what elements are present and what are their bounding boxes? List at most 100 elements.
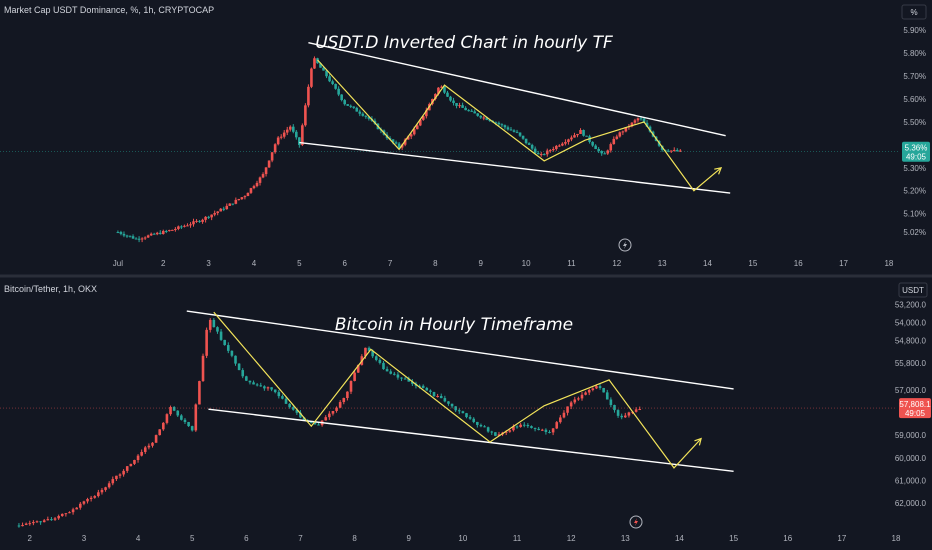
x-tick-label: 8 — [352, 534, 357, 543]
candle-body — [310, 68, 313, 87]
candle-body — [334, 83, 337, 89]
candle-body — [276, 137, 280, 145]
candle-body — [226, 345, 230, 351]
x-tick-label: 12 — [612, 259, 621, 268]
candle-body — [277, 392, 281, 397]
pane-label[interactable]: Bitcoin/Tether, 1h, OKX — [4, 284, 97, 294]
candle-body — [133, 460, 136, 464]
candle-body — [234, 199, 238, 204]
unit-badge[interactable]: % — [901, 4, 927, 20]
candle-body — [322, 67, 325, 71]
candle-body — [319, 63, 322, 68]
candle-body — [454, 406, 457, 411]
candle-body — [149, 233, 153, 236]
candle-body — [261, 174, 265, 178]
candle-body — [394, 142, 398, 144]
candle-body — [204, 216, 207, 220]
candle-body — [301, 125, 304, 145]
candle-body — [580, 394, 584, 399]
candle-body — [93, 496, 97, 498]
candle-body — [288, 403, 291, 408]
candle-body — [137, 238, 141, 240]
unit-badge[interactable]: USDT — [898, 282, 928, 298]
time-axis[interactable]: Jul 2 3 4 5 6 7 8 9 10 11 12 13 14 15 16 17 18 — [113, 259, 894, 268]
candle-body — [521, 135, 525, 139]
unit-badge-text: % — [910, 8, 917, 17]
price-axis[interactable]: 62,000.0 61,000.0 60,000.0 59,000.0 57,000.0… — [895, 300, 927, 508]
price-axis[interactable]: 5.02% 5.10% 5.20% 5.30% 5.50% 5.60% 5.70% 5.80%… — [903, 26, 926, 237]
candle-body — [346, 104, 350, 106]
candle-body — [591, 141, 594, 146]
candle-body — [522, 424, 526, 426]
candle-body — [225, 205, 229, 210]
candle-body — [328, 76, 331, 82]
candle-body — [537, 428, 540, 430]
usdt-dominance-pane[interactable]: Market Cap USDT Dominance, %, 1h, CRYPTO… — [0, 4, 930, 268]
y-tick-label: 61,000.0 — [895, 476, 927, 485]
pane-label[interactable]: Market Cap USDT Dominance, %, 1h, CRYPTO… — [4, 5, 214, 15]
candle-body — [325, 70, 328, 77]
candle-body — [219, 331, 223, 340]
candle-body — [540, 429, 544, 431]
candle-body — [679, 150, 682, 152]
candle-body — [50, 519, 53, 521]
candle-body — [288, 126, 292, 130]
candle-body — [418, 385, 421, 387]
bitcoin-pane[interactable]: Bitcoin/Tether, 1h, OKX Bitcoin in Hourl… — [0, 282, 931, 543]
y-tick-label: 54,800.0 — [895, 336, 927, 345]
candle-body — [230, 350, 234, 356]
candle-body — [548, 150, 552, 152]
candle-body — [675, 149, 679, 152]
candle-body — [75, 507, 78, 510]
y-tick-label: 5.30% — [903, 164, 926, 173]
y-tick-label: 5.10% — [903, 210, 926, 219]
candle-body — [385, 369, 389, 372]
candle-body — [530, 144, 534, 149]
candle-body — [249, 188, 253, 193]
candle-body — [473, 111, 477, 114]
lightning-icon[interactable] — [618, 238, 632, 252]
candle-body — [403, 139, 407, 145]
candle-body — [252, 186, 256, 189]
candle-body — [411, 381, 414, 384]
candle-body — [605, 392, 609, 400]
candle-body — [457, 410, 461, 412]
candle-body — [564, 141, 567, 144]
candle-body — [228, 203, 232, 206]
lightning-icon[interactable] — [629, 515, 643, 529]
x-tick-label: 11 — [513, 534, 522, 543]
x-tick-label: 17 — [837, 534, 846, 543]
candle-body — [122, 470, 125, 475]
candle-body — [421, 116, 425, 120]
x-tick-label: 2 — [28, 534, 33, 543]
candle-body — [624, 127, 628, 132]
candle-body — [28, 523, 32, 525]
candle-body — [595, 386, 598, 389]
candle-body — [539, 154, 543, 156]
candle-body — [234, 355, 237, 364]
candle-body — [263, 386, 266, 389]
x-tick-label: 9 — [407, 534, 412, 543]
annotations — [299, 41, 731, 194]
candle-body — [125, 466, 129, 471]
candle-body — [162, 422, 165, 430]
y-tick-label: 53,200.0 — [895, 300, 927, 309]
candle-body — [584, 392, 587, 395]
candle-body — [140, 238, 144, 240]
candle-body — [122, 233, 126, 236]
candle-body — [172, 407, 176, 411]
channel-upper-line — [208, 408, 734, 473]
candle-body — [587, 390, 591, 393]
x-tick-label: 15 — [729, 534, 738, 543]
candle-body — [183, 225, 186, 227]
y-tick-label: 5.60% — [903, 95, 926, 104]
y-tick-label: 57,000.0 — [895, 386, 927, 395]
candle-body — [669, 150, 673, 152]
candle-body — [68, 512, 71, 514]
candle-body — [415, 125, 419, 130]
candle-body — [382, 362, 385, 370]
time-axis[interactable]: 2 3 4 5 6 7 8 9 10 11 12 13 14 15 16 17 18 — [28, 534, 901, 543]
candle-body — [24, 523, 28, 525]
candle-body — [171, 229, 174, 231]
